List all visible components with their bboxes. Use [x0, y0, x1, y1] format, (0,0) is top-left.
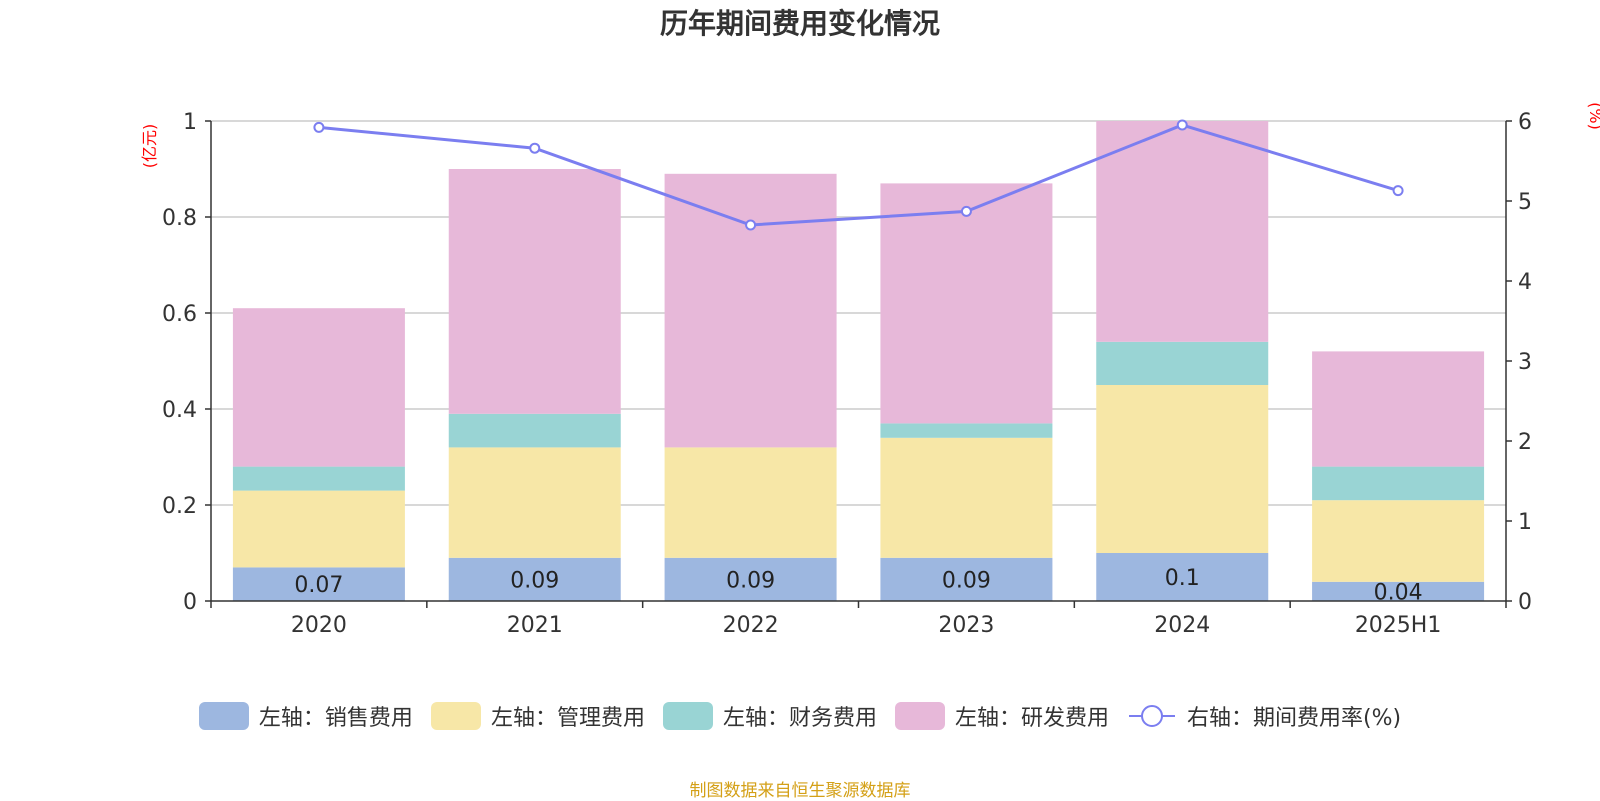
left-axis-tick-label: 0.2: [162, 494, 197, 519]
bar-segment: [448, 557, 621, 601]
right-axis-tick-label: 6: [1518, 110, 1532, 135]
bar-segment: [232, 308, 405, 467]
bar-data-label: 0.09: [726, 568, 775, 593]
legend-item[interactable]: 左轴：管理费用: [430, 700, 645, 732]
rate-point: [529, 142, 541, 154]
bar-segment: [664, 173, 837, 448]
bar-segment: [1096, 341, 1269, 385]
bar-segment: [1096, 385, 1269, 553]
legend-swatch: [430, 702, 481, 730]
legend: 左轴：销售费用 左轴：管理费用 左轴：财务费用 左轴：研发费用 右轴：期间费用率(%): [0, 700, 1600, 732]
x-axis-tick-label: 2021: [507, 613, 563, 638]
gridlines: [211, 120, 1506, 506]
right-axis-tick-label: 3: [1518, 350, 1532, 375]
right-axis-tick-label: 2: [1518, 430, 1532, 455]
left-axis-unit-label: (亿元): [140, 124, 159, 169]
left-axis-tick-label: 0.8: [162, 206, 197, 231]
right-axis-tick-label: 4: [1518, 270, 1532, 295]
legend-label: 左轴：销售费用: [258, 706, 413, 731]
chart-title: 历年期间费用变化情况: [659, 7, 940, 40]
left-axis-tick-label: 0: [183, 590, 197, 615]
legend-label: 右轴：期间费用率(%): [1186, 706, 1402, 731]
bar-series-group: [232, 121, 1485, 601]
legend-swatch: [894, 702, 945, 730]
bar-segment: [1096, 553, 1269, 601]
rate-point: [960, 205, 972, 217]
legend-item[interactable]: 右轴：期间费用率(%): [1127, 700, 1401, 732]
rate-point: [1176, 119, 1188, 131]
rate-point: [745, 219, 757, 231]
data-labels: 0.07 0.09 0.09 0.09 0.1 0.04: [294, 566, 1422, 605]
left-axis-tick-label: 1: [183, 110, 197, 135]
x-axis-tick-label: 2020: [291, 613, 347, 638]
bar-data-label: 0.1: [1165, 566, 1200, 591]
bar-segment: [232, 466, 405, 491]
bar-segment: [880, 423, 1053, 438]
left-axis-tick-label: 0.6: [162, 302, 197, 327]
bar-segment: [1096, 121, 1269, 342]
bar-data-label: 0.09: [942, 568, 991, 593]
legend-item[interactable]: 左轴：财务费用: [662, 700, 877, 732]
legend-label: 左轴：研发费用: [954, 706, 1109, 731]
bar-segment: [1312, 500, 1485, 582]
left-axis-tick-label: 0.4: [162, 398, 197, 423]
bar-data-label: 0.07: [294, 573, 343, 598]
bar-segment: [448, 447, 621, 558]
bar-segment: [232, 567, 405, 601]
right-axis-tick-label: 0: [1518, 590, 1532, 615]
chart-plot: 0 0.2 0.4 0.6 0.8 1 0 1 2 3 4 5 6 2020 2021 2022 2023 202…: [140, 102, 1600, 638]
bar-segment: [1312, 581, 1485, 601]
legend-item[interactable]: 左轴：研发费用: [894, 700, 1109, 732]
legend-swatch: [198, 702, 249, 730]
right-axis-tick-label: 5: [1518, 190, 1532, 215]
bar-segment: [664, 557, 837, 601]
legend-label: 左轴：管理费用: [490, 706, 645, 731]
bar-segment: [880, 557, 1053, 601]
legend-label: 左轴：财务费用: [722, 706, 877, 731]
legend-swatch: [662, 702, 713, 730]
legend-line-swatch: [1128, 705, 1175, 727]
bar-segment: [1312, 466, 1485, 501]
bar-data-label: 0.09: [510, 568, 559, 593]
bar-data-label: 0.04: [1374, 580, 1423, 605]
line-series-group: [313, 119, 1404, 231]
source-note: 制图数据来自恒生聚源数据库: [689, 781, 911, 801]
x-axis-tick-label: 2025H1: [1355, 613, 1442, 638]
legend-item[interactable]: 左轴：销售费用: [198, 700, 413, 732]
bar-segment: [448, 413, 621, 448]
bar-segment: [880, 183, 1053, 424]
bar-segment: [1312, 351, 1485, 467]
bar-segment: [664, 447, 837, 558]
bar-segment: [448, 169, 621, 414]
x-axis-tick-label: 2022: [723, 613, 779, 638]
axes: 0 0.2 0.4 0.6 0.8 1 0 1 2 3 4 5 6 2020 2021 2022 2023 202…: [162, 110, 1532, 638]
x-axis-tick-label: 2023: [938, 613, 994, 638]
legend-marker: [1140, 705, 1163, 727]
rate-line: [318, 123, 1399, 227]
rate-point: [1392, 185, 1404, 197]
x-axis-tick-label: 2024: [1154, 613, 1210, 638]
right-axis-tick-label: 1: [1518, 510, 1532, 535]
bar-segment: [232, 490, 405, 568]
rate-point: [313, 121, 325, 133]
bar-segment: [880, 437, 1053, 558]
right-axis-unit-label: (%): [1586, 102, 1600, 130]
